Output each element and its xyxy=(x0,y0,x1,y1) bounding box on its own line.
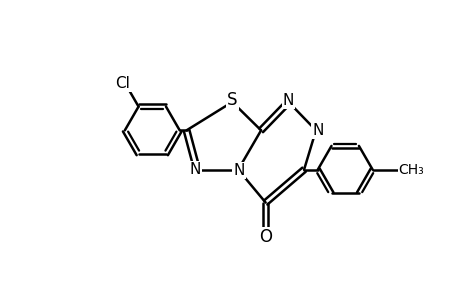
Text: N: N xyxy=(233,163,244,178)
Text: N: N xyxy=(311,123,323,138)
Text: N: N xyxy=(189,162,201,177)
Text: Cl: Cl xyxy=(115,76,130,91)
Text: S: S xyxy=(227,91,237,109)
Text: N: N xyxy=(282,93,294,108)
Text: CH₃: CH₃ xyxy=(398,163,424,177)
Text: O: O xyxy=(258,228,272,246)
